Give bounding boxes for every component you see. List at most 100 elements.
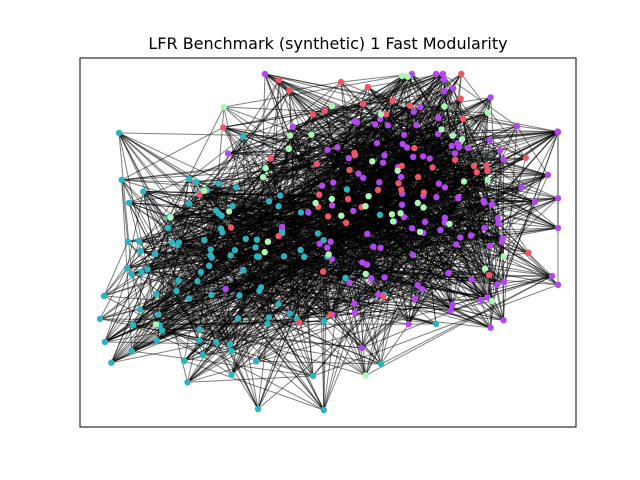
graph-node-red <box>451 156 459 164</box>
graph-node-purple <box>450 85 457 92</box>
graph-edge <box>99 290 177 320</box>
graph-edge <box>103 295 325 411</box>
graph-node-red <box>470 162 478 170</box>
graph-node-purple <box>360 174 367 182</box>
graph-node-purple <box>222 285 229 293</box>
graph-edge <box>354 294 379 314</box>
graph-node-purple <box>500 278 508 286</box>
graph-node-teal <box>255 253 263 260</box>
graph-node-purple <box>548 272 556 280</box>
graph-edge <box>140 90 290 252</box>
graph-node-light-green <box>449 132 456 139</box>
graph-node-light-green <box>416 228 424 236</box>
graph-node-teal <box>239 133 247 140</box>
graph-edge <box>462 118 491 246</box>
graph-node-purple <box>544 171 552 179</box>
graph-node-teal <box>165 224 172 232</box>
graph-node-purple <box>440 88 448 95</box>
graph-edge <box>159 325 382 365</box>
graph-node-teal <box>118 176 125 184</box>
graph-edge <box>264 73 389 126</box>
graph-node-teal <box>227 252 234 259</box>
graph-edge <box>267 134 312 242</box>
graph-edge <box>110 325 161 364</box>
graph-edge <box>449 223 482 300</box>
graph-node-teal <box>215 180 222 187</box>
graph-node-light-green <box>362 270 369 278</box>
graph-edge <box>361 272 449 349</box>
graph-edge <box>331 105 488 114</box>
graph-node-purple <box>410 108 417 116</box>
graph-edge <box>121 179 200 341</box>
graph-node-purple <box>426 155 433 162</box>
graph-edge <box>257 313 291 410</box>
graph-edge <box>132 324 204 356</box>
graph-edge <box>265 118 464 169</box>
graph-edge <box>398 182 486 269</box>
graph-node-teal <box>128 347 135 355</box>
graph-node-teal <box>140 188 147 195</box>
graph-edge <box>131 201 536 275</box>
graph-edge <box>142 191 156 254</box>
graph-edge <box>170 216 331 243</box>
graph-node-teal <box>136 306 144 313</box>
graph-node-red <box>313 160 320 168</box>
graph-node-light-green <box>365 193 372 200</box>
graph-node-teal <box>257 284 265 291</box>
graph-node-teal <box>207 252 214 259</box>
graph-node-light-green <box>394 167 401 174</box>
graph-edge <box>312 171 478 377</box>
graph-node-purple <box>441 219 448 226</box>
graph-node-purple <box>355 170 362 177</box>
graph-edge <box>121 179 219 185</box>
graph-node-light-green <box>500 253 507 260</box>
graph-edge <box>203 240 259 410</box>
graph-node-teal <box>228 371 235 378</box>
graph-node-purple <box>554 128 561 135</box>
graph-edge <box>414 112 489 149</box>
graph-node-teal <box>286 310 294 317</box>
graph-node-purple <box>481 224 488 232</box>
graph-node-red <box>484 167 491 175</box>
graph-edge <box>257 237 461 410</box>
graph-edge <box>450 300 493 311</box>
graph-edge <box>187 375 314 383</box>
graph-node-red <box>429 164 436 171</box>
graph-node-light-green <box>397 210 404 217</box>
graph-node-purple <box>468 276 475 283</box>
graph-edge <box>330 241 491 329</box>
graph-edge <box>223 106 382 115</box>
graph-node-red <box>344 195 352 203</box>
graph-node-light-green <box>388 211 396 218</box>
graph-node-purple <box>554 224 562 232</box>
graph-edge <box>118 132 222 229</box>
graph-node-purple <box>346 279 353 286</box>
graph-node-purple <box>448 142 455 149</box>
graph-edge <box>401 75 445 107</box>
graph-edge <box>228 211 325 411</box>
graph-node-teal <box>185 175 193 183</box>
graph-node-teal <box>201 237 208 244</box>
graph-node-teal <box>275 203 282 210</box>
graph-node-purple <box>413 122 420 129</box>
graph-edge <box>331 198 381 216</box>
graph-edge <box>204 239 314 377</box>
graph-edge <box>196 176 264 183</box>
graph-edge <box>337 75 403 148</box>
graph-edge <box>257 195 370 410</box>
graph-node-purple <box>455 194 462 201</box>
graph-node-purple <box>358 344 365 352</box>
graph-node-light-green <box>285 145 293 152</box>
graph-edge <box>387 124 536 203</box>
graph-node-teal <box>264 320 271 327</box>
graph-node-purple <box>435 180 442 187</box>
graph-node-teal <box>280 253 288 260</box>
graph-node-purple <box>484 294 491 301</box>
graph-edge <box>103 295 331 315</box>
graph-node-red <box>286 87 293 94</box>
graph-edge <box>311 134 356 156</box>
graph-node-purple <box>434 130 442 138</box>
graph-edge <box>255 114 382 248</box>
graph-node-teal <box>115 129 123 137</box>
graph-edge <box>289 81 342 92</box>
